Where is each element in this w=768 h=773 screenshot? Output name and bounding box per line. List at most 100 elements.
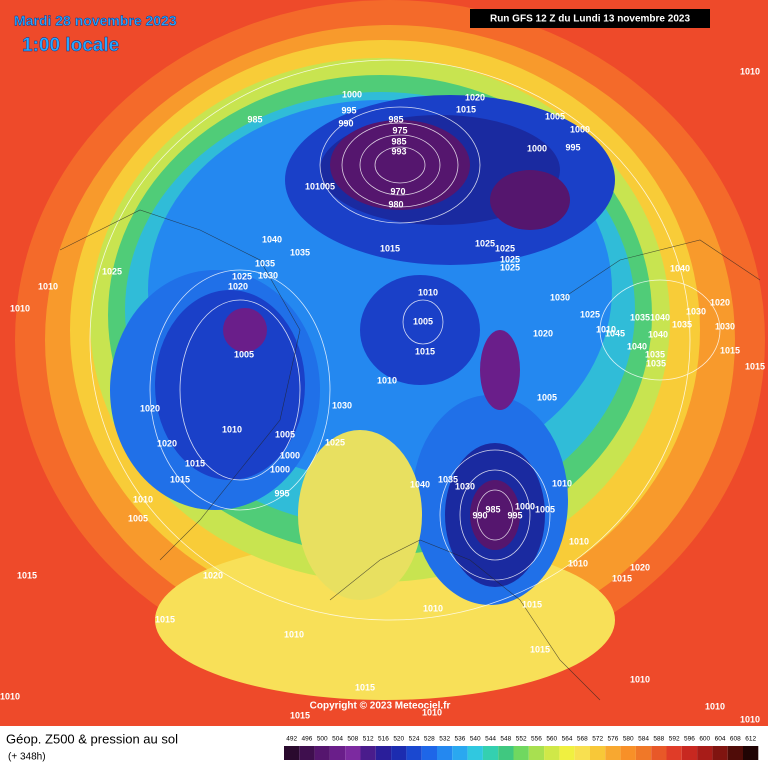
isobar-label: 1015: [612, 573, 632, 583]
scale-swatch: [559, 746, 575, 760]
scale-label: 596: [684, 736, 695, 743]
isobar-label: 985: [391, 136, 406, 146]
scale-swatch: [544, 746, 560, 760]
isobar-label: 1015: [522, 599, 542, 609]
isobar-label: 1040: [262, 234, 282, 244]
footer-title: Géop. Z500 & pression au sol: [6, 731, 178, 746]
isobar-label: 1020: [630, 562, 650, 572]
isobar-label: 1025: [500, 262, 520, 272]
isobar-label: 1025: [102, 266, 122, 276]
scale-label: 572: [592, 736, 603, 743]
scale-label: 548: [500, 736, 511, 743]
scale-swatch: [651, 746, 667, 760]
isobar-label: 1015: [170, 474, 190, 484]
isobar-label: 1035: [645, 349, 665, 359]
isobar-label: 1035: [438, 474, 458, 484]
isobar-label: 1010: [133, 494, 153, 504]
isobar-label: 1010: [740, 66, 760, 76]
isobars: [89, 59, 721, 621]
isobar-label: 990: [472, 510, 487, 520]
scale-swatch: [590, 746, 606, 760]
isobar-label: 1010: [0, 691, 20, 701]
scale-swatch: [406, 746, 422, 760]
isobar-label: 1035: [290, 247, 310, 257]
isobar-label: 1020: [140, 403, 160, 413]
scale-label: 520: [393, 736, 404, 743]
isobar-label: 1005: [545, 111, 565, 121]
isobar-label: 990: [338, 118, 353, 128]
isobar-label: 1035: [672, 319, 692, 329]
scale-label: 580: [623, 736, 634, 743]
isobar-label: 970: [390, 186, 405, 196]
scale-label: 496: [302, 736, 313, 743]
isobar-label: 1020: [465, 92, 485, 102]
coastlines: [59, 209, 761, 701]
scale-swatch: [712, 746, 728, 760]
isobar-label: 1030: [686, 306, 706, 316]
scale-label: 508: [347, 736, 358, 743]
isobar-label: 1015: [720, 345, 740, 355]
isobar-label: 1030: [455, 481, 475, 491]
scale-swatch: [391, 746, 407, 760]
isobar-label: 1010: [377, 375, 397, 385]
z500-field: [15, 0, 765, 700]
isobar-label: 1010: [422, 707, 442, 717]
scale-label: 528: [424, 736, 435, 743]
isobar-label: 1010: [740, 714, 760, 724]
map-time: 1:00 locale: [22, 35, 119, 56]
scale-label: 540: [470, 736, 481, 743]
isobar-label: 1035: [630, 312, 650, 322]
scale-label: 600: [699, 736, 710, 743]
isobar-label: 1020: [203, 570, 223, 580]
isobar-label: 1020: [157, 438, 177, 448]
scale-swatch: [697, 746, 713, 760]
isobar-label: 995: [565, 142, 580, 152]
scale-label: 536: [455, 736, 466, 743]
scale-swatch: [421, 746, 437, 760]
scale-swatch: [727, 746, 743, 760]
isobar-label: 1015: [290, 710, 310, 720]
isobar-label: 995: [507, 510, 522, 520]
scale-label: 556: [531, 736, 542, 743]
color-scale: 492 496 500 504 508 512 516 520 524 528 532 536 540 5…: [284, 736, 759, 760]
scale-label: 584: [638, 736, 649, 743]
scale-swatch: [620, 746, 636, 760]
isobar-label: 1010: [423, 603, 443, 613]
scale-label: 492: [286, 736, 297, 743]
isobar-label: 1020: [228, 281, 248, 291]
isobar-label: 1010: [568, 558, 588, 568]
scale-swatch: [482, 746, 499, 760]
scale-swatch: [329, 746, 346, 760]
scale-swatch: [452, 746, 468, 760]
isobar-label: 1015: [17, 570, 37, 580]
isobar-label: 1025: [232, 271, 252, 281]
scale-swatch: [513, 746, 529, 760]
isobar-label: 975: [392, 125, 407, 135]
isobar-label: 995: [341, 105, 356, 115]
isobar-label: 1025: [500, 254, 520, 264]
scale-label: 516: [378, 736, 389, 743]
scale-swatch: [314, 746, 330, 760]
isobar-label: 985: [247, 114, 262, 124]
scale-swatch: [284, 746, 300, 760]
isobar-label: 1020: [533, 328, 553, 338]
isobar-label: 1040: [650, 312, 670, 322]
isobar-label: 1010: [705, 701, 725, 711]
scale-swatch: [437, 746, 453, 760]
isobar-label: 1010: [284, 629, 304, 639]
scale-label: 500: [317, 736, 328, 743]
isobar-label: 1040: [670, 263, 690, 273]
scale-label: 592: [669, 736, 680, 743]
isobar-label: 1025: [495, 243, 515, 253]
scale-swatch: [467, 746, 483, 760]
isobar-label: 1035: [255, 258, 275, 268]
isobar-label: 1005: [413, 316, 433, 326]
isobar-label: 1015: [355, 682, 375, 692]
isobar-label: 1010: [222, 424, 242, 434]
isobar-label: 1000: [270, 464, 290, 474]
isobar-label: 1015: [530, 644, 550, 654]
scale-label: 608: [730, 736, 741, 743]
scale-label: 524: [409, 736, 420, 743]
isobar-label: 1025: [325, 437, 345, 447]
scale-label: 612: [745, 736, 756, 743]
